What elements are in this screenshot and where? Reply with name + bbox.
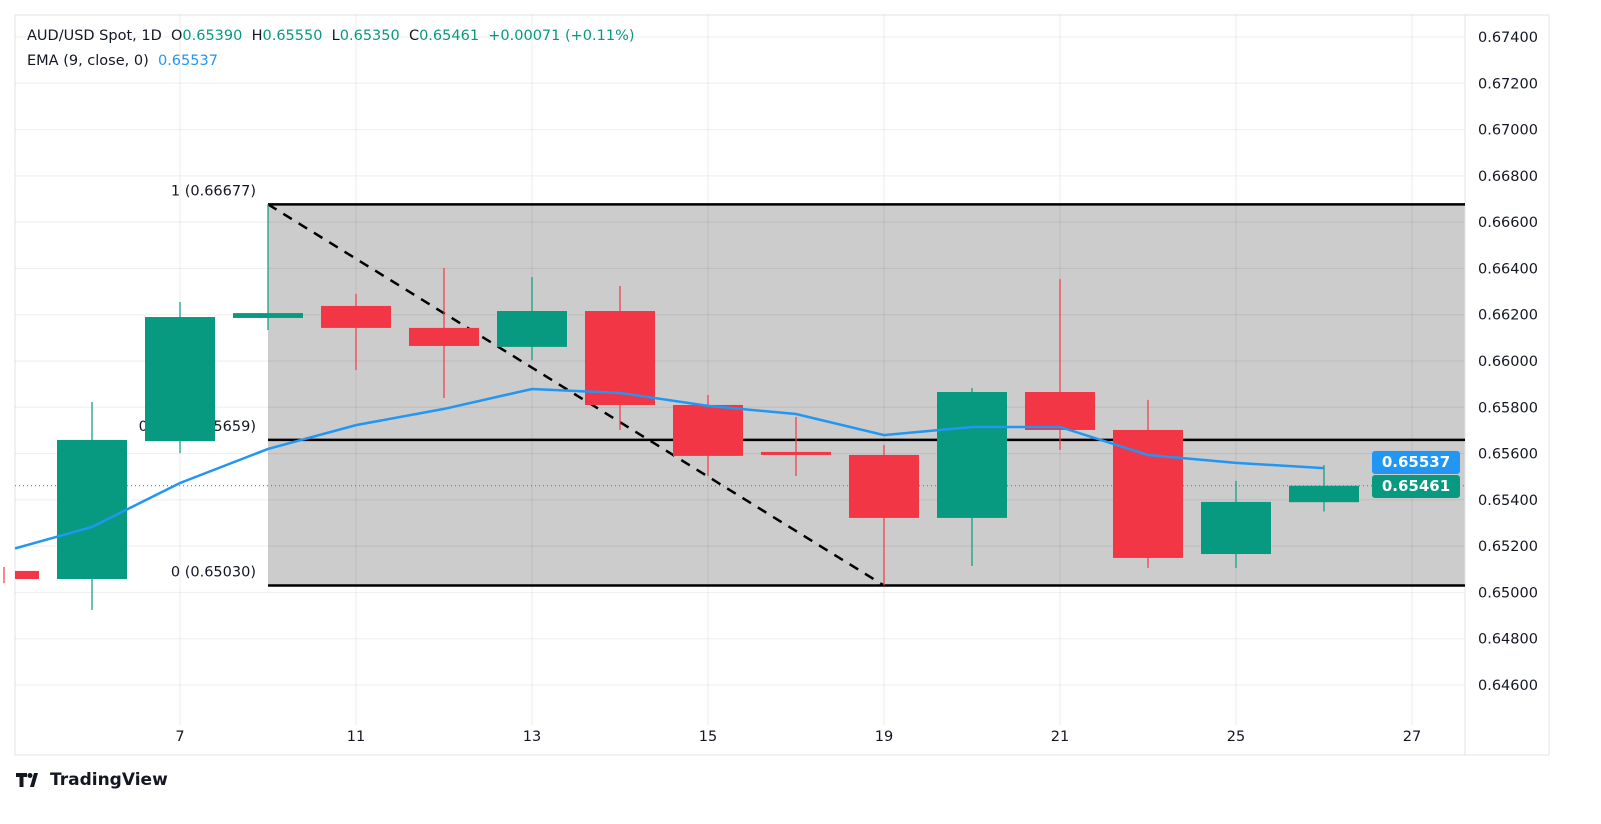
- candle-body: [497, 311, 567, 347]
- x-tick-label: 15: [699, 729, 717, 745]
- y-tick-label: 0.66600: [1478, 215, 1538, 231]
- chart-frame: [14, 14, 1550, 756]
- candle-body: [673, 404, 743, 456]
- open-value: 0.65390: [182, 28, 243, 44]
- candle-body: [761, 451, 831, 455]
- y-tick-label: 0.65200: [1478, 539, 1538, 555]
- fib-zone: [268, 204, 1465, 586]
- last-price-tag: 0.65461: [1372, 475, 1460, 498]
- fib-level-label: 1 (0.66677): [171, 183, 256, 199]
- symbol-title: AUD/USD Spot, 1D: [27, 28, 162, 44]
- fib-trend-line: [267, 203, 885, 587]
- x-tick-label: 7: [175, 729, 184, 745]
- candle-body: [321, 305, 391, 328]
- candle-body: [233, 313, 303, 318]
- ema-value: 0.65537: [157, 53, 218, 69]
- low-value: 0.65350: [339, 28, 400, 44]
- fib-level-label: 0 (0.65030): [171, 564, 256, 580]
- symbol-legend: AUD/USD Spot, 1D O0.65390 H0.65550 L0.65…: [27, 28, 635, 44]
- y-tick-label: 0.64800: [1478, 632, 1538, 648]
- x-tick-label: 25: [1227, 729, 1245, 745]
- candle-body: [409, 327, 479, 346]
- ema-label: EMA (9, close, 0): [27, 53, 149, 69]
- y-tick-label: 0.67000: [1478, 123, 1538, 139]
- ema-price-tag: 0.65537: [1372, 451, 1460, 474]
- y-tick-label: 0.65400: [1478, 493, 1538, 509]
- y-tick-label: 0.64600: [1478, 678, 1538, 694]
- y-tick-label: 0.65600: [1478, 447, 1538, 463]
- candle-body: [1025, 392, 1095, 430]
- y-tick-label: 0.66800: [1478, 169, 1538, 185]
- x-tick-label: 13: [523, 729, 541, 745]
- candle-body: [145, 317, 215, 442]
- ema-line: [14, 387, 1325, 550]
- tradingview-logo[interactable]: TradingView: [16, 770, 168, 790]
- candle-body: [57, 439, 127, 580]
- candle-body: [1289, 485, 1359, 503]
- close-value: 0.65461: [419, 28, 480, 44]
- y-tick-label: 0.66400: [1478, 261, 1538, 277]
- y-tick-label: 0.67200: [1478, 76, 1538, 92]
- candle-body: [849, 454, 919, 518]
- candle-body: [585, 311, 655, 405]
- y-tick-label: 0.65800: [1478, 400, 1538, 416]
- x-tick-label: 21: [1051, 729, 1069, 745]
- y-tick-label: 0.67400: [1478, 30, 1538, 46]
- y-tick-label: 0.65000: [1478, 585, 1538, 601]
- candle-body: [15, 570, 39, 580]
- high-value: 0.65550: [262, 28, 323, 44]
- x-tick-label: 27: [1403, 729, 1421, 745]
- candle-body: [1201, 501, 1271, 555]
- ema-legend: EMA (9, close, 0) 0.65537: [27, 53, 218, 69]
- change-value: +0.00071 (+0.11%): [488, 28, 635, 44]
- y-tick-label: 0.66000: [1478, 354, 1538, 370]
- y-tick-label: 0.66200: [1478, 308, 1538, 324]
- x-tick-label: 19: [875, 729, 893, 745]
- tradingview-logo-icon: [16, 773, 38, 787]
- x-tick-label: 11: [347, 729, 365, 745]
- candle-body: [1113, 429, 1183, 558]
- candle-body: [937, 392, 1007, 518]
